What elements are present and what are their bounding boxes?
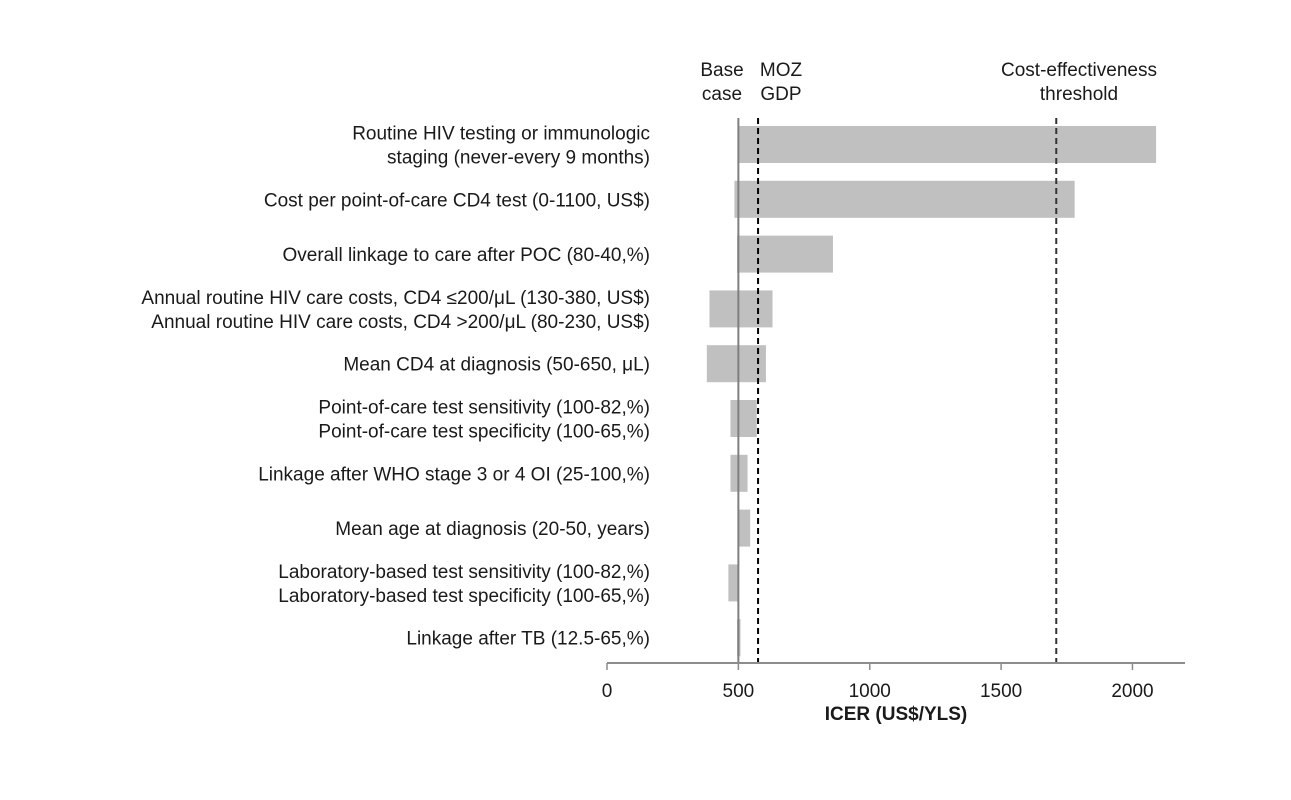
- category-label-0-0: Routine HIV testing or immunologic: [352, 124, 650, 145]
- base-case-label-1: case: [702, 84, 742, 105]
- category-label-5-0: Point-of-care test sensitivity (100-82,%…: [318, 398, 650, 419]
- x-tick-label-2: 1000: [849, 681, 891, 702]
- x-tick-label-3: 1500: [980, 681, 1022, 702]
- x-tick-label-1: 500: [723, 681, 755, 702]
- bar-7: [738, 509, 751, 547]
- category-label-1-0: Cost per point-of-care CD4 test (0-1100,…: [264, 190, 650, 211]
- moz-gdp-label-0: MOZ: [760, 60, 803, 81]
- category-label-8-0: Laboratory-based test sensitivity (100-8…: [278, 562, 650, 583]
- bar-2: [737, 235, 833, 273]
- cost-effectiveness-threshold-label-1: threshold: [1040, 84, 1118, 105]
- x-axis: 0 500 1000 1500 2000: [602, 662, 1185, 702]
- category-label-0-1: staging (never-every 9 months): [387, 148, 650, 169]
- bar-3: [709, 290, 773, 328]
- bar-8: [728, 564, 739, 602]
- category-labels: Routine HIV testing or immunologic stagin…: [141, 124, 650, 650]
- category-label-3-0: Annual routine HIV care costs, CD4 ≤200/…: [141, 288, 650, 309]
- x-tick-label-0: 0: [602, 681, 613, 702]
- category-label-4-0: Mean CD4 at diagnosis (50-650, μL): [343, 355, 650, 376]
- bar-4: [706, 345, 766, 383]
- cost-effectiveness-threshold-label-0: Cost-effectiveness: [1001, 60, 1157, 81]
- bar-1: [734, 180, 1075, 218]
- bars-layer: [706, 126, 1157, 657]
- base-case-label-0: Base: [700, 60, 743, 81]
- bar-0: [738, 126, 1157, 163]
- moz-gdp-label-1: GDP: [760, 84, 801, 105]
- category-label-7-0: Mean age at diagnosis (20-50, years): [335, 519, 650, 540]
- bar-5: [730, 400, 757, 437]
- x-tick-label-4: 2000: [1111, 681, 1153, 702]
- category-label-5-1: Point-of-care test specificity (100-65,%…: [318, 422, 650, 443]
- x-axis-title: ICER (US$/YLS): [825, 704, 968, 725]
- reference-lines: Base case MOZ GDP Cost-effectiveness threshol…: [700, 60, 1157, 663]
- category-label-3-1: Annual routine HIV care costs, CD4 >200/…: [151, 312, 650, 333]
- category-label-9-0: Linkage after TB (12.5-65,%): [406, 629, 650, 650]
- category-label-2-0: Overall linkage to care after POC (80-40…: [283, 245, 651, 266]
- category-label-8-1: Laboratory-based test specificity (100-6…: [278, 586, 650, 607]
- category-label-6-0: Linkage after WHO stage 3 or 4 OI (25-10…: [258, 464, 650, 485]
